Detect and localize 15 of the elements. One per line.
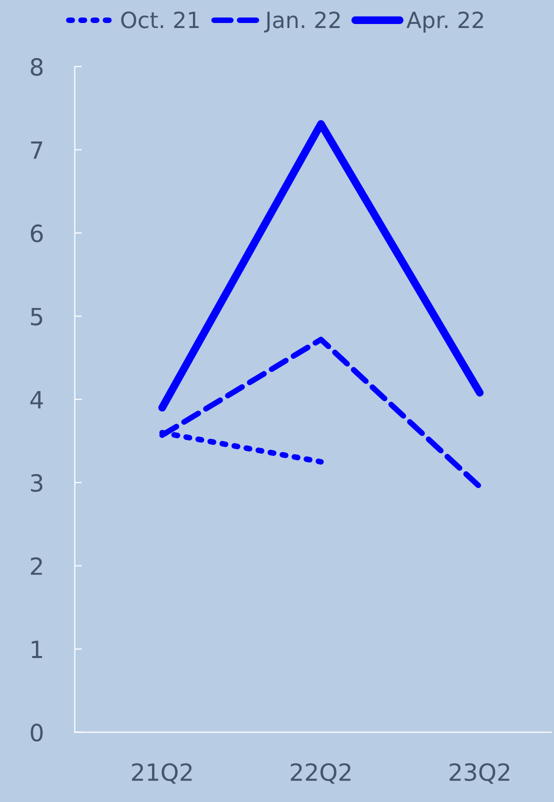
y-tick-label: 6 — [30, 224, 43, 242]
x-tick-label: 21Q2 — [132, 763, 192, 784]
legend-label: Jan. 22 — [264, 12, 340, 32]
y-tick-label: 7 — [31, 142, 42, 159]
y-tick-label: 2 — [30, 557, 42, 575]
y-tick-label: 5 — [31, 308, 42, 326]
legend-label: Oct. 21 — [121, 12, 199, 28]
y-tick-label: 8 — [30, 58, 43, 76]
x-tick-label: 22Q2 — [290, 763, 350, 784]
y-tick-label: 4 — [30, 391, 43, 408]
y-tick-label: 3 — [31, 474, 42, 492]
y-tick-label: 0 — [30, 724, 43, 742]
y-tick-label: 1 — [32, 640, 42, 658]
x-tick-label: 23Q2 — [450, 763, 510, 784]
legend-label: Apr. 22 — [406, 12, 483, 33]
